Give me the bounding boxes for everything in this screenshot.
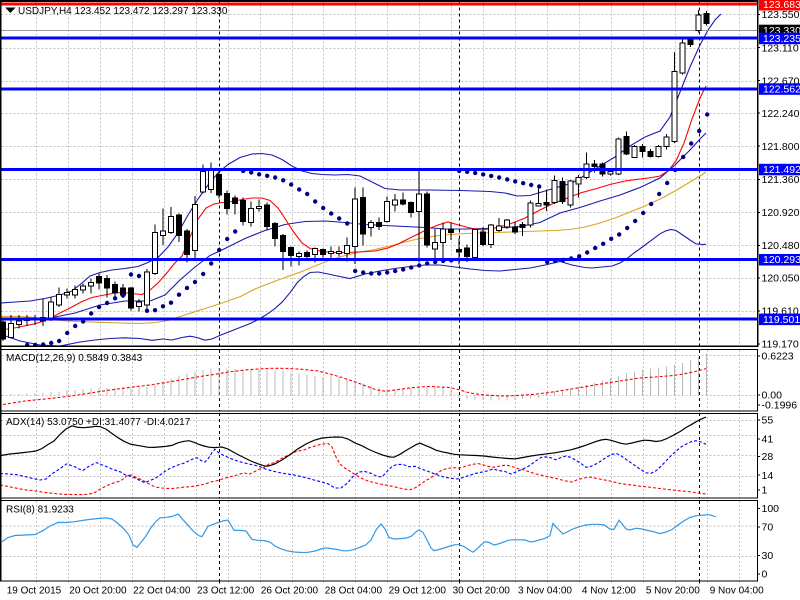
svg-text:120.480: 120.480 — [762, 240, 800, 252]
svg-text:28: 28 — [762, 451, 774, 463]
svg-text:120.920: 120.920 — [762, 207, 800, 219]
svg-text:22 Oct 04:00: 22 Oct 04:00 — [133, 586, 191, 597]
svg-text:ADX(14) 53.0750 +DI:31.4077 -D: ADX(14) 53.0750 +DI:31.4077 -DI:4.0217 — [6, 417, 191, 428]
svg-text:14: 14 — [762, 470, 774, 482]
svg-text:123.683: 123.683 — [763, 0, 800, 11]
svg-text:122.240: 122.240 — [762, 108, 800, 120]
svg-text:USDJPY,H4 123.452 123.472 123.: USDJPY,H4 123.452 123.472 123.297 123.33… — [18, 6, 228, 17]
svg-text:28 Oct 04:00: 28 Oct 04:00 — [325, 586, 383, 597]
svg-text:100: 100 — [762, 503, 780, 515]
svg-text:5 Nov 20:00: 5 Nov 20:00 — [646, 586, 700, 597]
svg-text:41: 41 — [762, 434, 774, 446]
svg-text:29 Oct 12:00: 29 Oct 12:00 — [389, 586, 447, 597]
svg-text:119.170: 119.170 — [762, 339, 799, 351]
svg-text:123.550: 123.550 — [762, 9, 800, 21]
svg-text:55: 55 — [762, 415, 774, 427]
svg-text:120.050: 120.050 — [762, 273, 800, 285]
svg-text:20 Oct 20:00: 20 Oct 20:00 — [69, 586, 127, 597]
svg-text:0.6223: 0.6223 — [762, 351, 794, 363]
svg-text:121.800: 121.800 — [762, 141, 800, 153]
svg-text:1: 1 — [762, 485, 768, 497]
svg-text:23 Oct 12:00: 23 Oct 12:00 — [197, 586, 255, 597]
svg-text:119.501: 119.501 — [763, 314, 800, 326]
svg-text:123.110: 123.110 — [762, 42, 799, 54]
svg-text:122.562: 122.562 — [763, 84, 800, 96]
svg-text:0.00: 0.00 — [762, 390, 783, 402]
svg-text:120.293: 120.293 — [763, 254, 800, 266]
svg-text:26 Oct 20:00: 26 Oct 20:00 — [261, 586, 319, 597]
svg-text:MACD(12,26,9) 0.5849 0.3843: MACD(12,26,9) 0.5849 0.3843 — [6, 353, 143, 364]
svg-text:RSI(8) 81.9233: RSI(8) 81.9233 — [6, 505, 74, 516]
svg-text:123.235: 123.235 — [763, 33, 800, 45]
svg-text:3 Nov 04:00: 3 Nov 04:00 — [518, 586, 572, 597]
svg-text:-0.1996: -0.1996 — [762, 400, 798, 412]
svg-text:19 Oct 2015: 19 Oct 2015 — [7, 586, 62, 597]
svg-text:4 Nov 12:00: 4 Nov 12:00 — [582, 586, 636, 597]
svg-text:30 Oct 20:00: 30 Oct 20:00 — [453, 586, 511, 597]
svg-text:9 Nov 04:00: 9 Nov 04:00 — [710, 586, 764, 597]
svg-text:0: 0 — [762, 569, 768, 581]
svg-text:70: 70 — [762, 522, 774, 534]
svg-text:121.360: 121.360 — [762, 174, 800, 186]
svg-text:121.492: 121.492 — [763, 164, 800, 176]
svg-text:30: 30 — [762, 550, 774, 562]
